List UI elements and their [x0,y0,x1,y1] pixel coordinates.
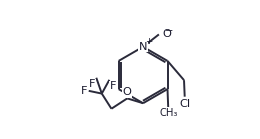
Text: CH₃: CH₃ [160,108,178,118]
Text: F: F [81,86,87,96]
Text: O: O [123,87,132,97]
Text: N: N [139,42,147,52]
Text: −: − [165,26,173,36]
Text: F: F [110,81,116,91]
Text: F: F [89,79,96,89]
Text: O: O [162,29,171,39]
Text: Cl: Cl [179,99,190,109]
Text: +: + [145,38,152,46]
